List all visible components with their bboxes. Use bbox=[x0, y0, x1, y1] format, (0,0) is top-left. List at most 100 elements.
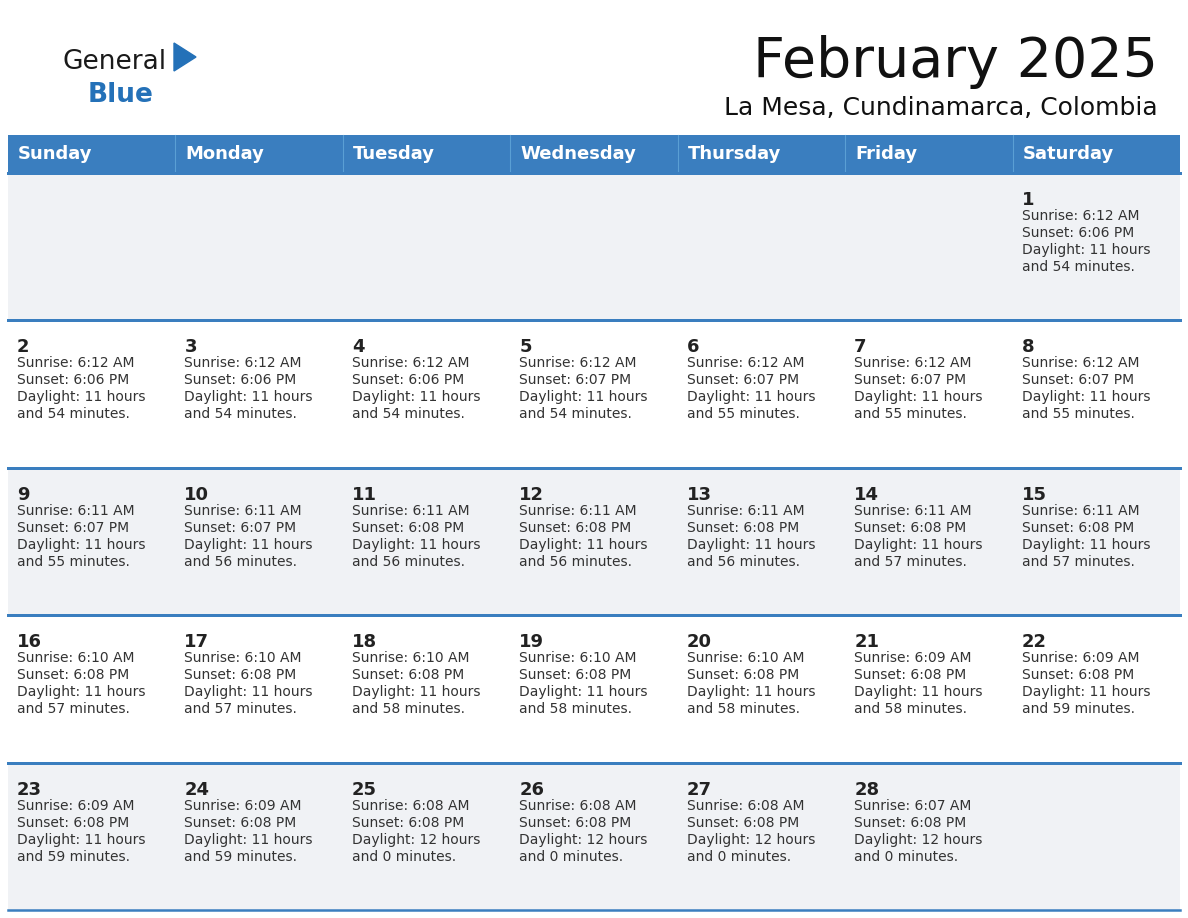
Text: 26: 26 bbox=[519, 780, 544, 799]
Text: Daylight: 12 hours: Daylight: 12 hours bbox=[352, 833, 480, 846]
Text: and 57 minutes.: and 57 minutes. bbox=[854, 554, 967, 569]
Text: Sunset: 6:08 PM: Sunset: 6:08 PM bbox=[519, 521, 632, 535]
Text: 17: 17 bbox=[184, 633, 209, 651]
Text: Daylight: 11 hours: Daylight: 11 hours bbox=[352, 390, 480, 405]
Text: Daylight: 11 hours: Daylight: 11 hours bbox=[1022, 685, 1150, 700]
Text: Sunset: 6:08 PM: Sunset: 6:08 PM bbox=[854, 815, 966, 830]
Text: Daylight: 11 hours: Daylight: 11 hours bbox=[519, 538, 647, 552]
Text: 5: 5 bbox=[519, 339, 532, 356]
Text: Daylight: 11 hours: Daylight: 11 hours bbox=[854, 390, 982, 405]
Text: and 58 minutes.: and 58 minutes. bbox=[352, 702, 465, 716]
Text: 4: 4 bbox=[352, 339, 365, 356]
Polygon shape bbox=[173, 43, 196, 71]
Bar bbox=[845, 173, 1012, 320]
Text: and 54 minutes.: and 54 minutes. bbox=[17, 408, 129, 421]
Text: and 58 minutes.: and 58 minutes. bbox=[687, 702, 800, 716]
Bar bbox=[1012, 320, 1180, 468]
Bar bbox=[1012, 615, 1180, 763]
Text: 10: 10 bbox=[184, 486, 209, 504]
Text: 19: 19 bbox=[519, 633, 544, 651]
Text: Sunrise: 6:08 AM: Sunrise: 6:08 AM bbox=[352, 799, 469, 812]
Text: Daylight: 11 hours: Daylight: 11 hours bbox=[352, 685, 480, 700]
Text: Sunrise: 6:09 AM: Sunrise: 6:09 AM bbox=[17, 799, 134, 812]
Text: and 54 minutes.: and 54 minutes. bbox=[1022, 260, 1135, 274]
Text: Sunrise: 6:12 AM: Sunrise: 6:12 AM bbox=[854, 356, 972, 370]
Text: 14: 14 bbox=[854, 486, 879, 504]
Text: Sunset: 6:06 PM: Sunset: 6:06 PM bbox=[1022, 226, 1133, 240]
Bar bbox=[677, 615, 845, 763]
Text: Daylight: 11 hours: Daylight: 11 hours bbox=[17, 833, 145, 846]
Text: Daylight: 11 hours: Daylight: 11 hours bbox=[1022, 243, 1150, 257]
Text: Sunset: 6:07 PM: Sunset: 6:07 PM bbox=[687, 374, 798, 387]
Bar bbox=[343, 320, 511, 468]
Bar bbox=[511, 173, 677, 320]
Bar bbox=[8, 135, 176, 173]
Bar bbox=[8, 763, 176, 910]
Text: Sunrise: 6:12 AM: Sunrise: 6:12 AM bbox=[1022, 356, 1139, 370]
Bar bbox=[343, 135, 511, 173]
Text: and 55 minutes.: and 55 minutes. bbox=[687, 408, 800, 421]
Text: Friday: Friday bbox=[855, 145, 917, 163]
Text: Sunrise: 6:10 AM: Sunrise: 6:10 AM bbox=[687, 651, 804, 666]
Text: Wednesday: Wednesday bbox=[520, 145, 636, 163]
Text: 22: 22 bbox=[1022, 633, 1047, 651]
Bar bbox=[343, 763, 511, 910]
Text: Sunrise: 6:08 AM: Sunrise: 6:08 AM bbox=[519, 799, 637, 812]
Text: Sunrise: 6:11 AM: Sunrise: 6:11 AM bbox=[854, 504, 972, 518]
Text: Sunset: 6:08 PM: Sunset: 6:08 PM bbox=[854, 521, 966, 535]
Text: Sunset: 6:08 PM: Sunset: 6:08 PM bbox=[184, 815, 297, 830]
Bar bbox=[176, 173, 343, 320]
Text: Monday: Monday bbox=[185, 145, 264, 163]
Text: Sunrise: 6:12 AM: Sunrise: 6:12 AM bbox=[352, 356, 469, 370]
Text: Daylight: 12 hours: Daylight: 12 hours bbox=[519, 833, 647, 846]
Text: Sunrise: 6:10 AM: Sunrise: 6:10 AM bbox=[352, 651, 469, 666]
Bar bbox=[176, 763, 343, 910]
Text: Sunset: 6:07 PM: Sunset: 6:07 PM bbox=[184, 521, 297, 535]
Text: 27: 27 bbox=[687, 780, 712, 799]
Text: Sunset: 6:08 PM: Sunset: 6:08 PM bbox=[184, 668, 297, 682]
Text: and 58 minutes.: and 58 minutes. bbox=[854, 702, 967, 716]
Text: 12: 12 bbox=[519, 486, 544, 504]
Text: February 2025: February 2025 bbox=[753, 35, 1158, 89]
Bar bbox=[511, 135, 677, 173]
Text: Thursday: Thursday bbox=[688, 145, 781, 163]
Text: and 0 minutes.: and 0 minutes. bbox=[519, 849, 624, 864]
Text: Daylight: 11 hours: Daylight: 11 hours bbox=[854, 685, 982, 700]
Text: and 55 minutes.: and 55 minutes. bbox=[17, 554, 129, 569]
Text: Sunrise: 6:09 AM: Sunrise: 6:09 AM bbox=[1022, 651, 1139, 666]
Text: Sunrise: 6:11 AM: Sunrise: 6:11 AM bbox=[687, 504, 804, 518]
Text: Blue: Blue bbox=[88, 82, 154, 108]
Text: Sunrise: 6:08 AM: Sunrise: 6:08 AM bbox=[687, 799, 804, 812]
Text: and 0 minutes.: and 0 minutes. bbox=[687, 849, 791, 864]
Bar bbox=[176, 135, 343, 173]
Text: General: General bbox=[62, 49, 166, 75]
Text: 8: 8 bbox=[1022, 339, 1035, 356]
Text: Daylight: 12 hours: Daylight: 12 hours bbox=[687, 833, 815, 846]
Text: Sunset: 6:07 PM: Sunset: 6:07 PM bbox=[17, 521, 129, 535]
Text: Sunrise: 6:12 AM: Sunrise: 6:12 AM bbox=[184, 356, 302, 370]
Text: Sunday: Sunday bbox=[18, 145, 93, 163]
Text: Sunrise: 6:10 AM: Sunrise: 6:10 AM bbox=[519, 651, 637, 666]
Text: Sunset: 6:07 PM: Sunset: 6:07 PM bbox=[1022, 374, 1133, 387]
Text: Sunrise: 6:07 AM: Sunrise: 6:07 AM bbox=[854, 799, 972, 812]
Text: Sunset: 6:06 PM: Sunset: 6:06 PM bbox=[184, 374, 297, 387]
Bar bbox=[511, 615, 677, 763]
Text: and 59 minutes.: and 59 minutes. bbox=[184, 849, 297, 864]
Text: 7: 7 bbox=[854, 339, 866, 356]
Text: Sunset: 6:08 PM: Sunset: 6:08 PM bbox=[352, 668, 465, 682]
Bar bbox=[511, 320, 677, 468]
Text: and 54 minutes.: and 54 minutes. bbox=[184, 408, 297, 421]
Text: Daylight: 11 hours: Daylight: 11 hours bbox=[1022, 390, 1150, 405]
Text: and 56 minutes.: and 56 minutes. bbox=[519, 554, 632, 569]
Text: and 56 minutes.: and 56 minutes. bbox=[687, 554, 800, 569]
Text: 23: 23 bbox=[17, 780, 42, 799]
Text: and 59 minutes.: and 59 minutes. bbox=[1022, 702, 1135, 716]
Text: Sunrise: 6:11 AM: Sunrise: 6:11 AM bbox=[1022, 504, 1139, 518]
Text: Sunrise: 6:12 AM: Sunrise: 6:12 AM bbox=[687, 356, 804, 370]
Text: 18: 18 bbox=[352, 633, 377, 651]
Text: Sunset: 6:08 PM: Sunset: 6:08 PM bbox=[1022, 668, 1133, 682]
Bar bbox=[343, 615, 511, 763]
Text: and 0 minutes.: and 0 minutes. bbox=[352, 849, 456, 864]
Text: Saturday: Saturday bbox=[1023, 145, 1114, 163]
Text: Sunrise: 6:11 AM: Sunrise: 6:11 AM bbox=[519, 504, 637, 518]
